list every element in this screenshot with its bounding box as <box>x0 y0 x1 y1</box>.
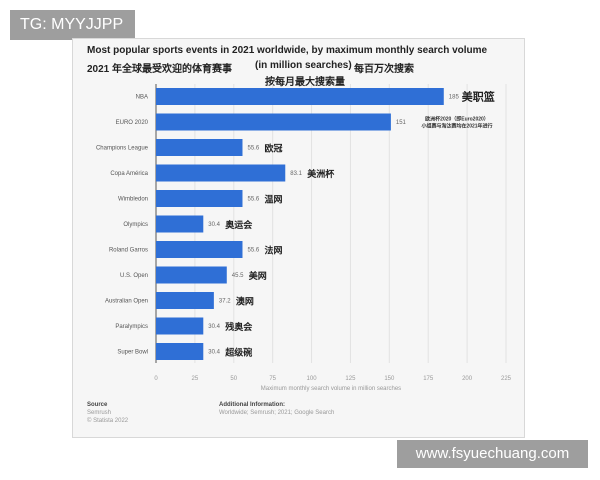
category-label: Roland Garros <box>109 248 148 254</box>
bar <box>156 317 204 335</box>
bar <box>156 241 243 258</box>
bar <box>156 190 243 207</box>
bar <box>156 88 444 105</box>
bar <box>156 292 214 309</box>
annotation-cn: 欧冠 <box>264 143 282 154</box>
source-block: Source Semrush © Statista 2022 <box>87 401 128 425</box>
value-label: 55.6 <box>247 248 259 254</box>
annotation-cn: 澳网 <box>236 296 254 307</box>
value-label: 83.1 <box>290 171 302 177</box>
x-tick-label: 50 <box>230 376 237 382</box>
source-title: Source <box>87 402 108 408</box>
x-tick-label: 0 <box>154 376 158 382</box>
annotation-cn: 奥运会 <box>224 219 253 230</box>
value-label: 30.4 <box>208 324 220 330</box>
category-label: Olympics <box>123 222 148 228</box>
value-label: 185 <box>449 95 460 101</box>
value-label: 30.4 <box>208 350 220 356</box>
bar <box>156 215 204 233</box>
category-label: Wimbledon <box>118 197 148 203</box>
chart-subtitle-cn: 每百万次搜索 <box>354 64 414 75</box>
annotation-cn: 超级碗 <box>224 347 252 358</box>
category-label: NBA <box>136 95 148 101</box>
annotation-cn: 美网 <box>249 270 267 281</box>
value-label: 151 <box>396 120 407 126</box>
x-tick-label: 150 <box>384 376 395 382</box>
tg-label: TG: MYYJJPP <box>10 10 135 40</box>
annotation-cn: 美职篮 <box>462 90 495 104</box>
category-label: Super Bowl <box>117 350 148 356</box>
bar <box>156 266 227 284</box>
chart-subtitle-cn2: 按每月最大搜索量 <box>265 77 345 88</box>
value-label: 55.6 <box>247 197 259 203</box>
info-title: Additional Information: <box>219 402 285 408</box>
chart-subtitle: (in million searches) <box>255 60 352 71</box>
x-tick-label: 225 <box>501 376 512 382</box>
bar <box>156 343 204 360</box>
annotation-cn: 法网 <box>264 245 282 256</box>
category-label: U.S. Open <box>120 273 148 279</box>
value-label: 55.6 <box>247 146 259 152</box>
annotation-cn: 美洲杯 <box>307 168 335 179</box>
info-text: Worldwide; Semrush; 2021; Google Search <box>219 410 335 416</box>
value-label: 30.4 <box>208 222 220 228</box>
bar <box>156 113 391 131</box>
value-label: 45.5 <box>232 273 244 279</box>
x-tick-label: 200 <box>462 376 473 382</box>
x-tick-label: 175 <box>423 376 434 382</box>
chart-title-cn: 2021 年全球最受欢迎的体育赛事 <box>87 64 233 75</box>
bar <box>156 164 286 182</box>
chart-title: Most popular sports events in 2021 world… <box>87 45 488 56</box>
category-label: Champions League <box>96 146 149 152</box>
category-label: Australian Open <box>105 299 148 305</box>
category-label: EURO 2020 <box>116 120 149 126</box>
x-tick-label: 25 <box>192 376 199 382</box>
euro-note-line: 小组赛与淘汰赛均在2021年进行 <box>421 123 492 130</box>
x-tick-label: 100 <box>307 376 318 382</box>
watermark: www.fsyuechuang.com <box>397 440 588 468</box>
info-block: Additional Information: Worldwide; Semru… <box>219 401 334 417</box>
category-label: Paralympics <box>115 324 148 330</box>
source-line: © Statista 2022 <box>87 418 129 424</box>
x-tick-label: 75 <box>269 376 276 382</box>
x-tick-label: 125 <box>345 376 356 382</box>
value-label: 37.2 <box>219 299 231 305</box>
category-label: Copa América <box>110 171 148 177</box>
bar <box>156 139 243 156</box>
annotation-cn: 残奥会 <box>225 321 253 332</box>
annotation-cn: 温网 <box>264 194 282 205</box>
x-axis-label: Maximum monthly search volume in million… <box>261 386 401 392</box>
euro-note-line: 欧洲杯2020（即Euro2020） <box>425 116 489 123</box>
source-line: Semrush <box>87 410 112 416</box>
